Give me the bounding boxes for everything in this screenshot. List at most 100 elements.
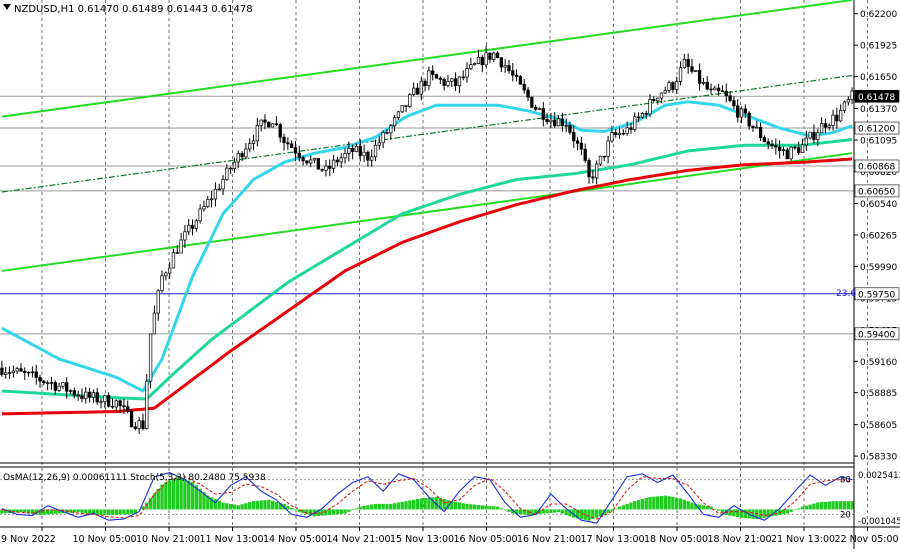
candle-body bbox=[549, 119, 553, 123]
candle-body bbox=[694, 70, 698, 72]
candle-body bbox=[785, 149, 789, 160]
symbol-info: NZDUSD,H1 0.61470 0.61489 0.61443 0.6147… bbox=[14, 4, 253, 15]
candle-body bbox=[583, 148, 587, 161]
candle-body bbox=[392, 117, 397, 127]
candle-body bbox=[351, 148, 355, 153]
price-level-tag-label: 0.59400 bbox=[858, 330, 895, 340]
candle-body bbox=[278, 124, 282, 138]
candle-body bbox=[30, 371, 35, 374]
candle-body bbox=[678, 67, 683, 82]
price-tick-label: 0.60540 bbox=[860, 200, 897, 210]
price-level-tag bbox=[854, 184, 900, 198]
candle-body bbox=[511, 70, 515, 76]
candle-body bbox=[65, 382, 69, 392]
candle-body bbox=[663, 90, 667, 94]
candle-body bbox=[625, 127, 629, 134]
candle-body bbox=[145, 380, 149, 429]
candle-body bbox=[49, 382, 54, 384]
vertical-grid bbox=[41, 0, 868, 526]
candle-body bbox=[61, 382, 65, 387]
time-tick-label: 18 Nov 05:00 bbox=[644, 534, 708, 545]
candle-body bbox=[95, 392, 99, 403]
candle-body bbox=[110, 405, 115, 408]
candle-body bbox=[568, 125, 572, 133]
osma-tick-label: -0.001045 bbox=[858, 517, 900, 527]
candle-body bbox=[415, 87, 420, 95]
price-level-tag-label: 0.59750 bbox=[858, 290, 895, 300]
price-level-tag bbox=[854, 89, 900, 103]
candle-body bbox=[575, 140, 580, 144]
candle-body bbox=[343, 153, 347, 159]
candle-body bbox=[107, 395, 111, 407]
candle-body bbox=[148, 333, 153, 382]
candle-body bbox=[640, 113, 645, 118]
candle-body bbox=[480, 56, 484, 66]
candle-body bbox=[499, 57, 503, 68]
price-level-tag bbox=[854, 159, 900, 173]
time-tick-label: 10 Nov 05:00 bbox=[73, 534, 137, 545]
candle-body bbox=[747, 112, 751, 127]
candle-body bbox=[530, 96, 534, 108]
collapse-triangle-icon[interactable] bbox=[3, 4, 11, 10]
candle-body bbox=[522, 83, 526, 91]
candle-body bbox=[572, 131, 576, 142]
stoch-main-line bbox=[1, 472, 853, 524]
candle-body bbox=[168, 267, 172, 274]
price-level-tag bbox=[854, 121, 900, 135]
candle-body bbox=[328, 165, 332, 169]
candle-body bbox=[488, 52, 492, 60]
time-tick-label: 10 Nov 21:00 bbox=[136, 534, 200, 545]
candle-body bbox=[4, 372, 8, 375]
candle-body bbox=[118, 400, 122, 407]
candle-body bbox=[259, 119, 263, 126]
time-tick-label: 9 Nov 2022 bbox=[1, 534, 56, 545]
candle-body bbox=[267, 121, 271, 128]
price-axis[interactable]: 0.62200 0.61925 0.61650 0.61370 0.61095 0.608… bbox=[854, 10, 900, 527]
candle-body bbox=[526, 89, 530, 98]
candle-body bbox=[171, 252, 176, 269]
candle-body bbox=[339, 157, 343, 163]
time-axis[interactable]: 9 Nov 2022 10 Nov 05:00 10 Nov 21:00 11 Nov… bbox=[1, 527, 899, 545]
candle-body bbox=[244, 148, 248, 158]
channel-line bbox=[1, 74, 853, 193]
price-tick-label: 0.59990 bbox=[860, 263, 897, 273]
candle-body bbox=[553, 119, 557, 127]
stoch-signal-line bbox=[1, 476, 853, 520]
candle-body bbox=[823, 123, 828, 128]
candle-body bbox=[255, 125, 259, 142]
candle-body bbox=[129, 410, 134, 428]
candle-body bbox=[587, 160, 591, 178]
time-tick-label: 22 Nov 05:00 bbox=[835, 534, 899, 545]
indicator-panel: 80 20 bbox=[0, 472, 854, 524]
candle-body bbox=[87, 391, 92, 398]
candle-body bbox=[7, 372, 12, 374]
candle-body bbox=[377, 142, 381, 146]
candle-body bbox=[507, 65, 511, 72]
candle-body bbox=[659, 92, 664, 99]
price-tick-label: 0.61370 bbox=[860, 105, 897, 115]
time-tick-label: 21 Nov 13:00 bbox=[771, 534, 835, 545]
channel-lines[interactable] bbox=[1, 0, 853, 272]
candle-body bbox=[709, 88, 713, 91]
candle-body bbox=[697, 70, 702, 84]
candle-body bbox=[705, 82, 709, 90]
candle-body bbox=[816, 132, 820, 140]
candle-body bbox=[198, 208, 202, 222]
candle-body bbox=[366, 151, 370, 161]
candle-body bbox=[68, 390, 73, 392]
indicator-label: OsMA(12,26,9) 0.00061111 Stoch(5,3,3) 80… bbox=[3, 473, 266, 483]
candle-body bbox=[652, 98, 656, 102]
candle-body bbox=[473, 63, 477, 65]
candle-body bbox=[99, 401, 103, 403]
candle-body bbox=[385, 132, 389, 134]
candle-body bbox=[164, 272, 168, 277]
candle-body bbox=[187, 224, 191, 233]
candle-body bbox=[221, 179, 225, 190]
candle-body bbox=[595, 163, 599, 179]
candle-body bbox=[431, 70, 435, 75]
candles bbox=[0, 45, 854, 434]
candle-body bbox=[57, 385, 61, 391]
candle-body bbox=[438, 77, 442, 80]
